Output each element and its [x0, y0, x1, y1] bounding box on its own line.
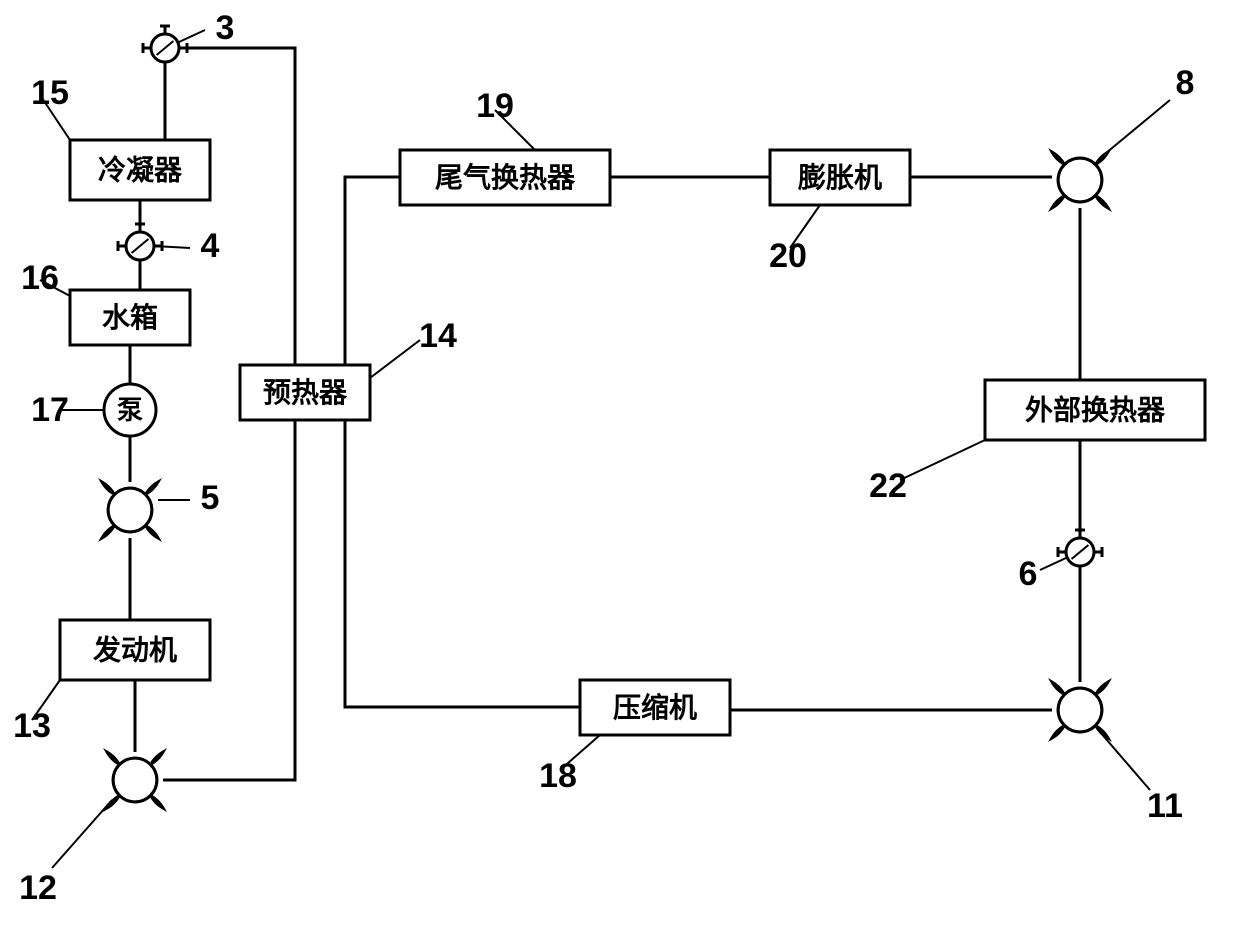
four-way-valve-8 [1052, 152, 1108, 208]
condenser-label: 冷凝器 [98, 154, 183, 185]
ref-number-12: 12 [19, 869, 57, 907]
compressor-label: 压缩机 [613, 691, 697, 723]
ref-number-6: 6 [1019, 555, 1038, 593]
ref-number-17: 17 [31, 391, 69, 429]
ref-number-5: 5 [201, 479, 220, 517]
engine-label: 发动机 [92, 633, 177, 665]
ref-number-8: 8 [1176, 64, 1195, 102]
four-way-valve-11 [1052, 682, 1108, 738]
expander-label: 膨胀机 [797, 162, 882, 193]
valve-3 [143, 26, 187, 62]
preheater-label: 预热器 [263, 377, 348, 408]
ref-number-14: 14 [419, 317, 457, 355]
ref-number-19: 19 [476, 87, 514, 125]
ref-number-11: 11 [1147, 787, 1183, 825]
valve-6 [1058, 530, 1102, 566]
ref-number-3: 3 [216, 9, 235, 47]
pump-label: 泵 [117, 395, 143, 425]
ref-number-20: 20 [769, 237, 807, 275]
ref-number-13: 13 [13, 707, 51, 745]
four-way-valve-12 [107, 752, 163, 808]
ref-number-22: 22 [869, 467, 907, 505]
ref-number-15: 15 [31, 74, 69, 112]
ref-number-18: 18 [539, 757, 577, 795]
ref-number-16: 16 [21, 259, 59, 297]
exhaust_hx-label: 尾气换热器 [435, 162, 576, 193]
tank-label: 水箱 [102, 301, 158, 333]
valve-4 [118, 224, 162, 260]
four-way-valve-5 [102, 482, 158, 538]
external_hx-label: 外部换热器 [1025, 394, 1166, 425]
ref-number-4: 4 [201, 227, 220, 265]
